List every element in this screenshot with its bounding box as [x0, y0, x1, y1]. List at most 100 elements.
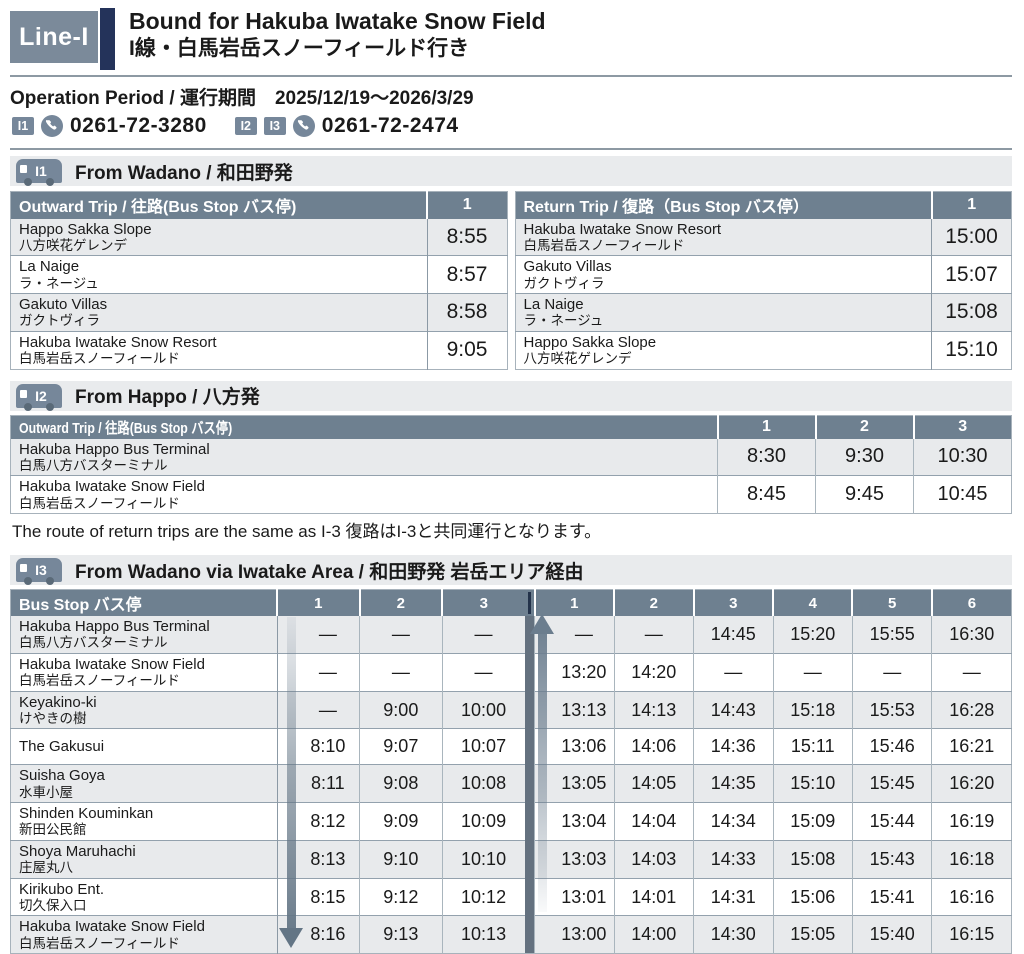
bus-stop-name: Shinden Kouminkan 新田公民館	[10, 802, 278, 841]
i3-timetable: Bus Stop バス停 1 2 3 1 2 3 4 5 6 Hakuba Ha…	[10, 589, 1012, 954]
time-cell: 14:31	[693, 877, 773, 916]
time-cell: 14:03	[613, 839, 694, 879]
page-header: Line-I Bound for Hakuba Iwatake Snow Fie…	[10, 8, 1012, 70]
time-cell: 13:05	[534, 764, 615, 803]
column-header: Outward Trip / 往路(Bus Stop バス停)	[10, 415, 718, 439]
time-cell: 16:18	[931, 839, 1012, 879]
table-row: Kirikubo Ent. 切久保入口 8:15 9:12 10:12 13:01 14:0…	[10, 877, 1012, 916]
direction-divider	[524, 653, 535, 692]
time-cell: —	[276, 616, 360, 654]
time-cell: —	[441, 652, 525, 692]
column-header: 1	[533, 589, 615, 617]
page-title: Bound for Hakuba Iwatake Snow Field I線・白…	[129, 8, 546, 61]
bus-icon: I2	[16, 383, 62, 411]
time-cell: 14:05	[613, 764, 694, 803]
time-cell: 16:15	[931, 915, 1012, 954]
column-header: 2	[613, 589, 694, 617]
phone-number-2: 0261-72-2474	[321, 114, 459, 137]
time-cell: 14:35	[693, 764, 773, 803]
time-cell: 14:06	[613, 728, 694, 765]
time-cell: 15:08	[931, 293, 1012, 332]
time-cell: 10:45	[913, 475, 1012, 514]
time-cell: —	[931, 652, 1012, 692]
time-cell: 14:00	[613, 915, 694, 954]
time-cell: 13:01	[534, 877, 615, 916]
time-cell: 9:08	[359, 764, 443, 803]
time-cell: 9:00	[359, 690, 443, 729]
table-row: Hakuba Happo Bus Terminal 白馬八方バスターミナル 8:30…	[10, 438, 1012, 476]
time-cell: 8:13	[276, 839, 360, 879]
i3-table-wrap: Bus Stop バス停 1 2 3 1 2 3 4 5 6 Hakuba Ha…	[10, 589, 1012, 954]
time-cell: 10:30	[913, 438, 1012, 476]
line-badge: Line-I	[10, 11, 98, 63]
time-cell: 16:20	[931, 764, 1012, 803]
time-cell: 8:16	[276, 915, 360, 954]
column-header: 2	[358, 589, 443, 617]
time-cell: —	[851, 652, 932, 692]
bus-stop-name: Shoya Maruhachi 庄屋丸八	[10, 839, 278, 879]
time-cell: 15:55	[851, 616, 932, 654]
time-cell: —	[772, 652, 853, 692]
direction-divider	[524, 691, 535, 729]
column-header: Outward Trip / 往路(Bus Stop バス停)	[10, 191, 427, 219]
column-header: 1	[716, 415, 816, 439]
bus-stop-name: Kirikubo Ent. 切久保入口	[10, 877, 278, 916]
table-row: Keyakino-ki けやきの樹 —9:00 10:00 13:13 14:13 14:4…	[10, 690, 1012, 729]
divider-line	[10, 148, 1012, 150]
time-cell: —	[534, 616, 615, 654]
column-header: 1	[930, 191, 1012, 219]
time-cell: 16:21	[931, 728, 1012, 765]
section-title: From Wadano via Iwatake Area / 和田野発 岩岳エリ…	[75, 561, 584, 583]
time-cell: 9:45	[815, 475, 914, 514]
time-cell: 10:00	[441, 690, 525, 729]
section-header-i1: I1 From Wadano / 和田野発	[10, 156, 1012, 186]
time-cell: 15:41	[851, 877, 932, 916]
section-title: From Wadano / 和田野発	[75, 162, 293, 184]
time-cell: 13:20	[534, 652, 615, 692]
bus-stop-name: Gakuto Villas ガクトヴィラ	[10, 293, 427, 332]
time-cell: 8:10	[276, 728, 360, 765]
bus-icon: I1	[16, 159, 62, 186]
time-cell: 14:45	[693, 616, 773, 654]
time-cell: 13:00	[534, 915, 615, 954]
section-header-i2: I2 From Happo / 八方発	[10, 380, 1012, 411]
time-cell: 8:30	[717, 438, 816, 476]
column-header: 4	[771, 589, 853, 617]
time-cell: 15:09	[772, 802, 853, 841]
bus-stop-name: Hakuba Iwatake Snow Field 白馬岩岳スノーフィールド	[10, 652, 278, 692]
time-cell: 15:00	[931, 218, 1012, 256]
column-header: Return Trip / 復路（Bus Stop バス停）	[515, 191, 932, 219]
time-cell: —	[359, 616, 443, 654]
time-cell: 13:03	[534, 839, 615, 879]
time-cell: 15:20	[772, 616, 853, 654]
direction-divider	[524, 728, 535, 765]
section-title: From Happo / 八方発	[75, 387, 260, 409]
time-cell: 9:13	[359, 915, 443, 954]
direction-divider	[524, 915, 535, 954]
direction-divider	[524, 589, 535, 617]
section-header-i3: I3 From Wadano via Iwatake Area / 和田野発 岩…	[10, 555, 1012, 586]
title-english: Bound for Hakuba Iwatake Snow Field	[129, 8, 546, 34]
time-cell: 8:45	[717, 475, 816, 514]
time-cell: 13:06	[534, 728, 615, 765]
time-cell: —	[276, 690, 360, 729]
phone-number-1: 0261-72-3280	[70, 114, 207, 137]
phone-icon	[41, 115, 63, 137]
time-cell: 9:12	[359, 877, 443, 916]
time-cell: 8:15	[276, 877, 360, 916]
time-cell: —	[613, 616, 694, 654]
column-header: 1	[276, 589, 360, 617]
time-cell: 8:58	[426, 293, 507, 332]
time-cell: 15:07	[931, 255, 1012, 294]
i2-outward-table: Outward Trip / 往路(Bus Stop バス停) 1 2 3 Ha…	[10, 414, 1012, 515]
time-cell: 15:08	[772, 839, 853, 879]
i1-outward-table: Outward Trip / 往路(Bus Stop バス停) 1 Happo …	[10, 191, 508, 370]
time-cell: 13:13	[534, 690, 615, 729]
time-cell: 15:44	[851, 802, 932, 841]
time-cell: 14:30	[693, 915, 773, 954]
route-badge-i1: I1	[12, 117, 34, 135]
column-header: 3	[441, 589, 525, 617]
time-cell: 15:10	[931, 330, 1012, 370]
time-cell: 15:40	[851, 915, 932, 954]
time-cell: 15:10	[772, 764, 853, 803]
